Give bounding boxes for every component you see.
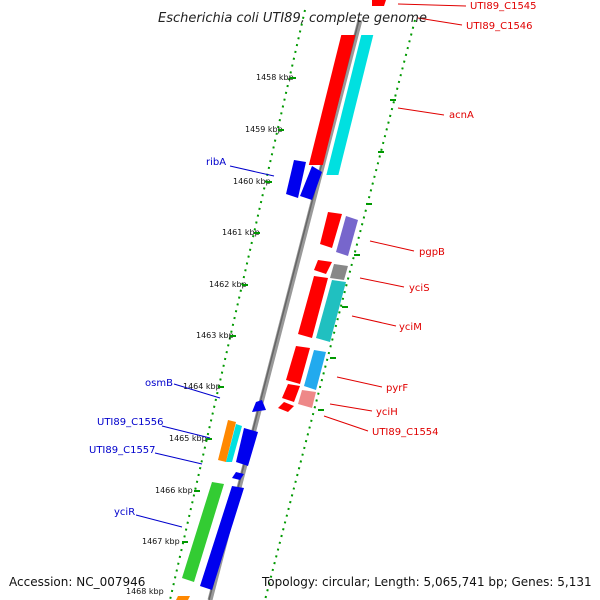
gene-block-ribA-b[interactable]	[300, 166, 322, 200]
gene-label[interactable]: yciM	[399, 322, 422, 333]
gene-label[interactable]: yciS	[409, 283, 430, 294]
gene-label[interactable]: UTI89_C1556	[97, 417, 164, 428]
gene-block-acnA-red[interactable]	[308, 35, 356, 165]
tick-ring-left	[169, 9, 306, 600]
kbp-tick-label: 1460 kbp	[233, 177, 271, 186]
kbp-tick-label: 1463 kbp	[196, 331, 234, 340]
gene-block-ribA-a[interactable]	[286, 160, 306, 198]
gene-label[interactable]: UTI89_C1554	[372, 427, 439, 438]
gene-block-yciH-red[interactable]	[282, 384, 300, 402]
gene-block-pgpB-red[interactable]	[320, 212, 342, 248]
gene-label[interactable]: pgpB	[419, 247, 445, 258]
gene-block-small[interactable]	[232, 472, 244, 480]
map-title: Escherichia coli UTI89, complete genome	[158, 11, 427, 26]
gene-block-yciM-red[interactable]	[298, 276, 328, 338]
gene-block-pyrF-red[interactable]	[286, 346, 310, 384]
gene-label[interactable]: acnA	[449, 110, 474, 121]
gene-label[interactable]: UTI89_C1546	[466, 21, 533, 32]
kbp-tick-label: 1468 kbp	[126, 587, 164, 596]
gene-block-yciR-green[interactable]	[182, 482, 224, 582]
gene-block-UTI89_C1556-orange[interactable]	[218, 420, 236, 462]
gene-block-yciM-teal[interactable]	[316, 280, 346, 342]
gene-block-osmB[interactable]	[252, 400, 266, 412]
genome-summary-text: Topology: circular; Length: 5,065,741 bp…	[261, 575, 592, 589]
gene-label[interactable]: yciH	[376, 407, 398, 418]
gene-block-acnA-cyan[interactable]	[326, 35, 374, 175]
gene-block-pyrF-sky[interactable]	[304, 350, 326, 390]
kbp-tick-label: 1465 kbp	[169, 434, 207, 443]
forward-genes	[278, 0, 386, 412]
gene-block-UTI89_C1557[interactable]	[236, 428, 258, 466]
gene-label[interactable]: osmB	[145, 378, 173, 389]
accession-text: Accession: NC_007946	[9, 575, 145, 589]
gene-label[interactable]: ribA	[206, 157, 226, 168]
kbp-tick-label: 1459 kbp	[245, 125, 283, 134]
gene-block-yciS-gray[interactable]	[330, 264, 348, 280]
gene-labels-right: UTI89_C1545 UTI89_C1546 acnA pgpB yciS y…	[323, 1, 537, 438]
kbp-tick-label: 1464 kbp	[183, 382, 221, 391]
gene-block-UTI89_C1556-cyan[interactable]	[226, 424, 242, 462]
gene-block-yciR-blue[interactable]	[200, 486, 244, 590]
gene-label[interactable]: pyrF	[386, 383, 408, 394]
kbp-tick-label: 1461 kbp	[222, 228, 260, 237]
kbp-tick-label: 1462 kbp	[209, 280, 247, 289]
gene-labels-left: ribA osmB UTI89_C1556 UTI89_C1557 yciR	[89, 157, 275, 528]
kbp-tick-label: 1458 kbp	[256, 73, 294, 82]
gene-block-pgpB-purple[interactable]	[336, 216, 358, 256]
kbp-ticks: 1458 kbp 1459 kbp 1460 kbp 1461 kbp 1462…	[126, 73, 294, 596]
tick-ring-right	[264, 19, 416, 600]
gene-block-yciS-red[interactable]	[314, 260, 332, 274]
reverse-genes	[176, 160, 322, 600]
gene-label[interactable]: UTI89_C1545	[470, 1, 537, 12]
gene-block-UTI89_C1554-red[interactable]	[278, 402, 294, 412]
gene-block-top-red[interactable]	[372, 0, 386, 6]
tick-marks	[182, 77, 396, 543]
kbp-tick-label: 1466 kbp	[155, 486, 193, 495]
gene-label[interactable]: UTI89_C1557	[89, 445, 156, 456]
gene-block-yciH-pink[interactable]	[298, 390, 316, 408]
gene-block-bottom-orange[interactable]	[176, 596, 190, 600]
gene-label[interactable]: yciR	[114, 507, 135, 518]
kbp-tick-label: 1467 kbp	[142, 537, 180, 546]
